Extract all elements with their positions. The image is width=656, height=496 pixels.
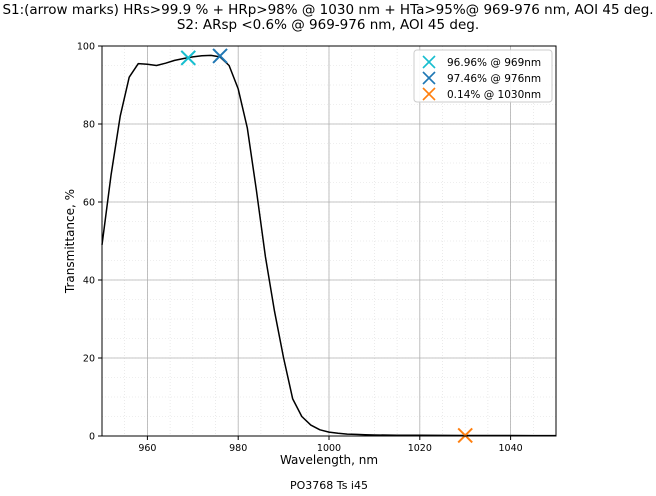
plot-area (101, 48, 556, 444)
y-tick-label: 80 (83, 120, 95, 131)
y-tick-label: 60 (83, 198, 95, 209)
x-tick-label: 1000 (317, 443, 341, 454)
chart-title-line-2: S2: ARsp <0.6% @ 969-976 nm, AOI 45 deg. (177, 17, 479, 33)
legend-label: 0.14% @ 1030nm (447, 89, 541, 101)
y-tick-label: 0 (89, 432, 95, 443)
axis-ticks: 960 980 1000 1020 1040 0 20 40 60 80 100 (77, 42, 523, 455)
legend-label: 96.96% @ 969nm (447, 57, 541, 69)
transmittance-curve (101, 54, 556, 437)
marker-point (457, 427, 473, 444)
y-axis-label: Transmittance, % (63, 189, 77, 294)
legend-marker (422, 55, 436, 69)
chart-title-line-1: S1:(arrow marks) HRs>99.9 % + HRp>98% @ … (2, 2, 653, 18)
marker-point (212, 48, 228, 64)
caption: PO3768 Ts i45 (290, 479, 368, 492)
x-tick-label: 960 (138, 443, 156, 454)
plot-frame (101, 45, 557, 437)
x-tick-label: 1040 (499, 443, 523, 454)
y-tick-label: 100 (77, 42, 95, 53)
x-tick-label: 1020 (408, 443, 432, 454)
legend-box (413, 49, 553, 103)
x-axis-label: Wavelength, nm (280, 453, 378, 467)
legend-label: 97.46% @ 976nm (447, 73, 541, 85)
legend-marker (422, 71, 436, 85)
marker-point (180, 50, 196, 66)
x-tick-label: 980 (229, 443, 247, 454)
y-tick-label: 20 (83, 354, 95, 365)
y-tick-label: 40 (83, 276, 95, 287)
legend: 96.96% @ 969nm 97.46% @ 976nm 0.14% @ 1030… (413, 49, 553, 103)
grid (101, 45, 557, 437)
legend-marker (422, 87, 436, 101)
